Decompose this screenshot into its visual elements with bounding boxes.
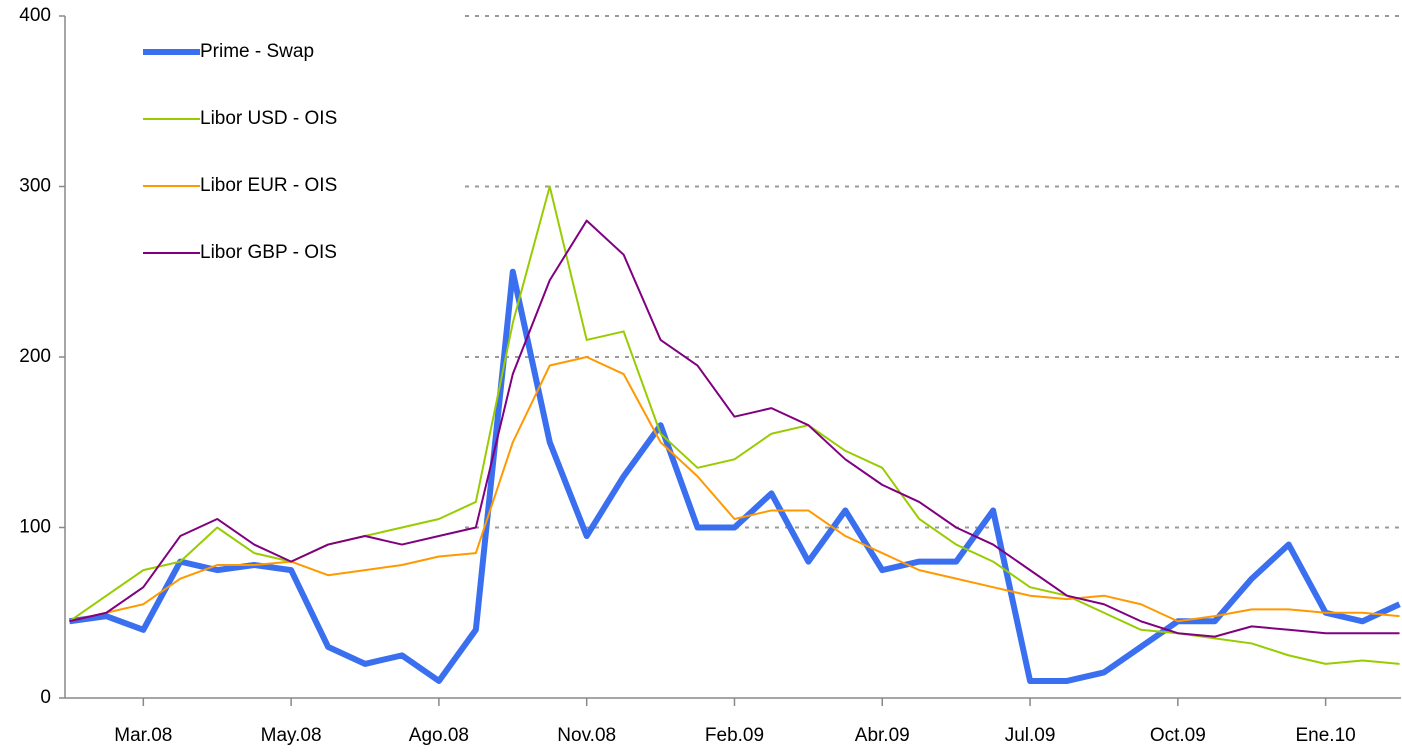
legend-label: Prime - Swap xyxy=(200,41,314,62)
legend-label: Libor EUR - OIS xyxy=(200,175,337,196)
x-tick-label: Mar.08 xyxy=(114,725,172,746)
legend-label: Libor GBP - OIS xyxy=(200,242,337,263)
x-tick-label: Ene.10 xyxy=(1296,725,1356,746)
x-tick-label: Abr.09 xyxy=(855,725,910,746)
x-tick-label: Ago.08 xyxy=(409,725,469,746)
x-tick-label: Nov.08 xyxy=(557,725,616,746)
y-tick-label: 300 xyxy=(19,176,51,197)
series-line xyxy=(69,219,1400,638)
y-tick-label: 400 xyxy=(19,5,51,26)
y-tick-label: 0 xyxy=(40,687,51,708)
x-tick-label: May.08 xyxy=(261,725,322,746)
x-tick-label: Jul.09 xyxy=(1005,725,1056,746)
legend-label: Libor USD - OIS xyxy=(200,108,337,129)
y-tick-label: 200 xyxy=(19,346,51,367)
x-tick-label: Oct.09 xyxy=(1150,725,1206,746)
y-tick-label: 100 xyxy=(19,517,51,538)
series-line xyxy=(69,268,1401,684)
x-tick-label: Feb.09 xyxy=(705,725,764,746)
series-line xyxy=(69,356,1400,623)
